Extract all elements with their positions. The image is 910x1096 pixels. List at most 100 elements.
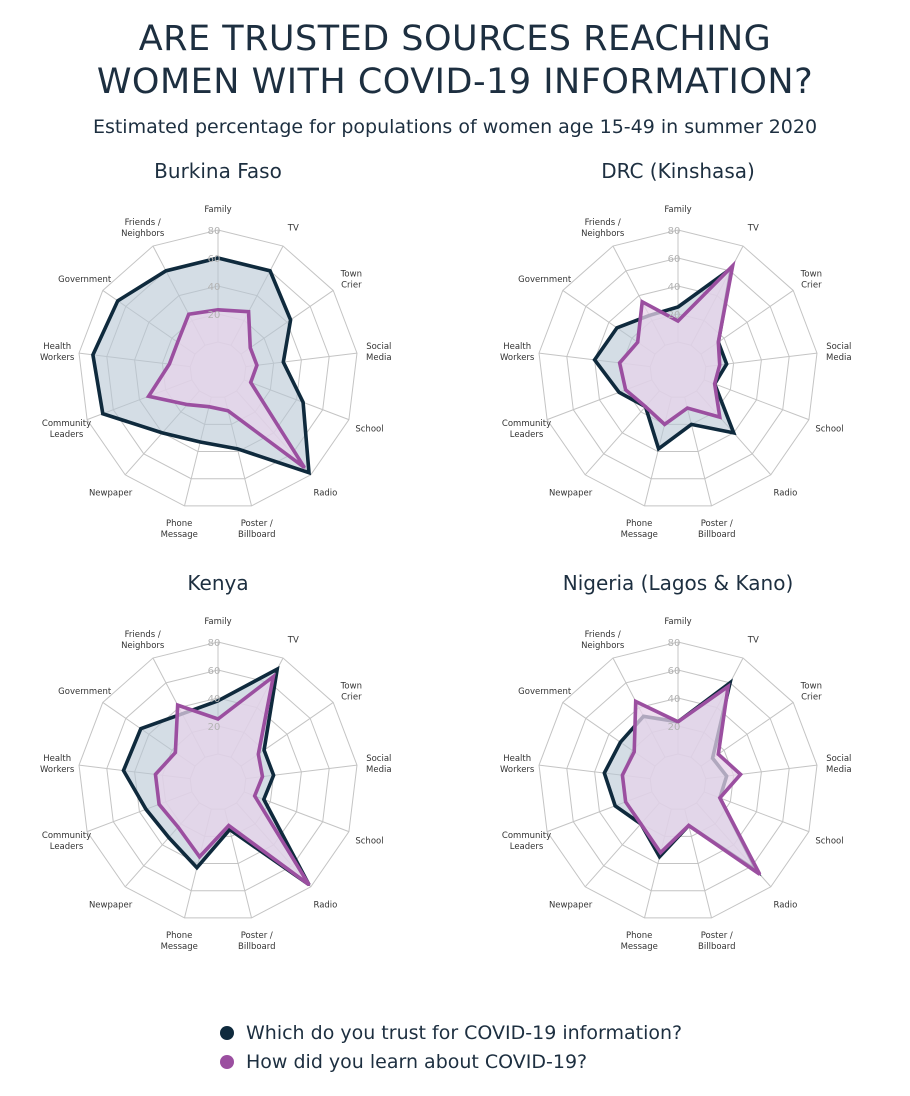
point-trust-school <box>301 401 305 404</box>
tick-label: 80 <box>208 638 221 649</box>
axis-label-town-crier: Town Crier <box>800 681 822 702</box>
point-trust-government <box>615 326 619 330</box>
point-trust-community-leaders <box>617 391 621 394</box>
axis-label-tv: TV <box>287 636 299 646</box>
point-learn-newpaper <box>186 403 189 406</box>
tick-label: 60 <box>208 254 221 265</box>
axis-label-school: School <box>355 424 383 434</box>
point-trust-poster-billboard <box>228 828 231 831</box>
axis-label-poster-billboard: Poster / Billboard <box>238 931 275 952</box>
point-learn-social-media <box>255 364 259 367</box>
point-learn-school <box>718 796 722 800</box>
axis-label-tv: TV <box>747 636 759 646</box>
grid-ring <box>78 641 358 919</box>
point-trust-health-workers <box>593 358 596 362</box>
point-learn-social-media <box>261 775 264 778</box>
point-learn-health-workers <box>154 773 157 776</box>
point-learn-friends-neighbors <box>187 313 190 316</box>
axis-label-community-leaders: Community Leaders <box>42 419 91 440</box>
axis-label-tv: TV <box>747 224 759 234</box>
point-trust-health-workers <box>603 771 606 775</box>
chart-title: Kenya <box>187 571 248 595</box>
point-learn-community-leaders <box>624 388 627 392</box>
legend-item-trust: Which do you trust for COVID-19 informat… <box>220 1018 682 1047</box>
point-trust-radio <box>732 431 735 435</box>
page-subtitle: Estimated percentage for populations of … <box>92 116 818 138</box>
axis-label-government: Government <box>518 275 572 285</box>
title-line-2: WOMEN WITH COVID-19 INFORMATION? <box>96 62 814 102</box>
axis-label-newpaper: Newpaper <box>89 900 133 910</box>
point-trust-newpaper <box>167 836 170 839</box>
axis-label-health-workers: Health Workers <box>500 754 535 775</box>
legend-label-trust: Which do you trust for COVID-19 informat… <box>246 1021 683 1044</box>
point-trust-phone-message <box>657 447 660 451</box>
axis-label-friends-neighbors: Friends / Neighbors <box>121 218 165 239</box>
axis-label-health-workers: Health Workers <box>500 342 535 363</box>
point-trust-town-crier <box>262 748 266 752</box>
axis-label-town-crier: Town Crier <box>800 269 822 290</box>
point-learn-newpaper <box>176 825 180 829</box>
axis-label-family: Family <box>204 205 231 215</box>
point-learn-tv <box>726 685 730 688</box>
point-learn-friends-neighbors <box>641 300 644 304</box>
point-trust-town-crier <box>289 318 292 322</box>
point-learn-tv <box>731 264 734 268</box>
point-learn-government <box>633 750 636 753</box>
point-learn-phone-message <box>659 851 662 854</box>
point-learn-poster-billboard <box>686 406 689 410</box>
radar-svg-drc-kinshasa: DRC (Kinshasa) 20 40 60 80 Family TV Town Crier S… <box>500 159 852 540</box>
radar-svg-kenya: Kenya 20 40 60 80 Family TV Town Crier Social Medi… <box>40 571 392 952</box>
point-learn-newpaper <box>644 405 647 408</box>
point-learn-radio <box>718 415 721 419</box>
point-learn-town-crier <box>249 346 252 349</box>
series-learn-area <box>620 682 762 876</box>
point-learn-social-media <box>718 363 721 367</box>
series-learn-area <box>153 672 311 887</box>
axis-label-friends-neighbors: Friends / Neighbors <box>581 218 625 239</box>
tick-label: 40 <box>208 282 221 293</box>
axis-label-phone-message: Phone Message <box>621 931 658 952</box>
tick-label: 20 <box>668 310 681 321</box>
axis-label-radio: Radio <box>313 900 337 910</box>
axis-label-community-leaders: Community Leaders <box>502 831 551 852</box>
chart-title: DRC (Kinshasa) <box>601 159 755 183</box>
point-learn-school <box>253 794 256 798</box>
tick-label: 20 <box>208 310 221 321</box>
axis-label-phone-message: Phone Message <box>161 519 198 540</box>
tick-label: 20 <box>668 722 681 733</box>
point-learn-poster-billboard <box>687 824 690 827</box>
axis-label-newpaper: Newpaper <box>549 488 593 498</box>
legend-item-learn: How did you learn about COVID-19? <box>220 1047 682 1076</box>
axis-label-poster-billboard: Poster / Billboard <box>238 519 275 540</box>
point-learn-health-workers <box>621 774 624 777</box>
grid-ring <box>566 669 790 892</box>
tick-label: 40 <box>668 694 681 705</box>
point-trust-family <box>216 699 220 702</box>
point-learn-newpaper <box>639 822 643 826</box>
point-learn-community-leaders <box>157 803 161 806</box>
point-learn-government <box>176 340 179 344</box>
point-learn-social-media <box>739 773 742 776</box>
tick-label: 60 <box>668 254 681 265</box>
point-learn-tv <box>247 310 250 313</box>
tick-label: 40 <box>208 694 221 705</box>
point-trust-tv <box>276 667 279 671</box>
point-trust-phone-message <box>195 866 199 869</box>
axis-label-radio: Radio <box>773 900 797 910</box>
axis-label-school: School <box>815 836 843 846</box>
point-learn-town-crier <box>717 340 720 344</box>
series-learn-area <box>617 260 736 427</box>
point-trust-social-media <box>725 362 728 366</box>
point-learn-radio <box>303 466 306 469</box>
point-learn-town-crier <box>257 752 260 756</box>
point-trust-government <box>139 727 143 730</box>
point-learn-health-workers <box>168 362 171 366</box>
chart-title: Nigeria (Lagos & Kano) <box>563 571 794 595</box>
tick-label: 80 <box>208 226 221 237</box>
point-learn-school <box>713 382 716 386</box>
grid-ring <box>106 669 330 892</box>
grid-ring <box>538 229 818 507</box>
axis-label-poster-billboard: Poster / Billboard <box>698 931 735 952</box>
point-learn-government <box>636 340 639 344</box>
point-learn-radio <box>758 873 761 876</box>
